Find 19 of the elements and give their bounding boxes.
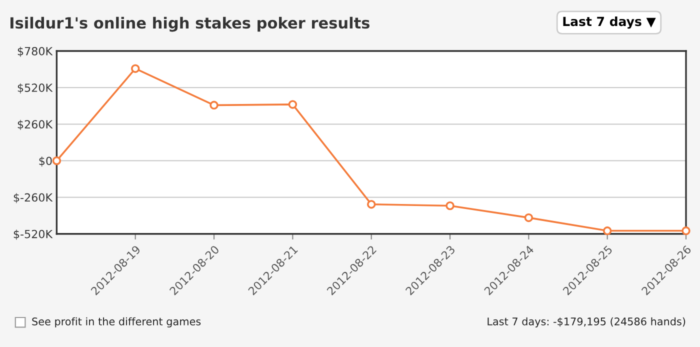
text: Last 7 days ▼ [563, 16, 656, 29]
point [288, 100, 298, 109]
point [210, 100, 218, 110]
point [682, 226, 690, 236]
y-tick-label: $780K [18, 46, 53, 57]
y-tick-label: $-520K [14, 230, 53, 240]
text: Last 7 days: -$179,195 (24586 hands) [488, 317, 686, 328]
point [130, 64, 140, 73]
point [602, 226, 612, 236]
chart-title: Isildur1's online high stakes poker results [10, 16, 370, 32]
point [52, 156, 62, 166]
point [524, 213, 534, 222]
y-tick-label: $520K [18, 83, 53, 94]
text: See profit in the different games [32, 317, 201, 328]
y-tick-label: $-260K [14, 193, 53, 204]
point [366, 200, 376, 209]
y-tick-label: $260K [18, 120, 53, 130]
point [446, 201, 454, 210]
y-tick-label: $0 [39, 156, 52, 167]
